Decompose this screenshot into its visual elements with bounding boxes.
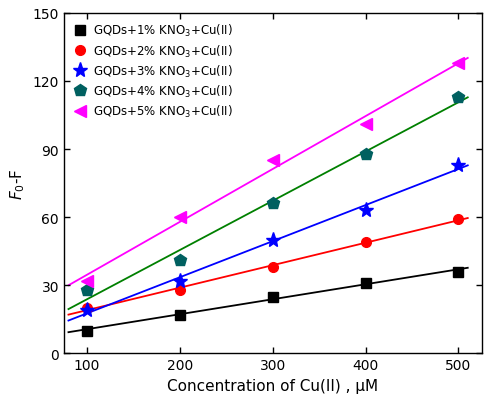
GQDs+5% KNO$_3$+Cu(II) (270, 158, 276, 163)
GQDs+4% KNO$_3$+Cu(II) (84, 288, 90, 292)
GQDs+4% KNO$_3$+Cu(II) (456, 95, 462, 100)
GQDs+2% KNO$_3$+Cu(II) (363, 240, 368, 245)
Legend: GQDs+1% KNO$_3$+Cu(II), GQDs+2% KNO$_3$+Cu(II), GQDs+3% KNO$_3$+Cu(II), GQDs+4% : GQDs+1% KNO$_3$+Cu(II), GQDs+2% KNO$_3$+… (70, 20, 237, 124)
GQDs+5% KNO$_3$+Cu(II) (84, 279, 90, 284)
GQDs+3% KNO$_3$+Cu(II) (84, 308, 90, 313)
Line: GQDs+1% KNO$_3$+Cu(II): GQDs+1% KNO$_3$+Cu(II) (82, 267, 464, 336)
GQDs+2% KNO$_3$+Cu(II) (456, 217, 462, 222)
Line: GQDs+5% KNO$_3$+Cu(II): GQDs+5% KNO$_3$+Cu(II) (81, 57, 465, 287)
GQDs+1% KNO$_3$+Cu(II) (270, 294, 276, 299)
Line: GQDs+2% KNO$_3$+Cu(II): GQDs+2% KNO$_3$+Cu(II) (82, 215, 464, 313)
GQDs+1% KNO$_3$+Cu(II) (177, 312, 183, 317)
GQDs+4% KNO$_3$+Cu(II) (177, 258, 183, 263)
GQDs+3% KNO$_3$+Cu(II) (270, 238, 276, 243)
GQDs+3% KNO$_3$+Cu(II) (177, 279, 183, 284)
GQDs+1% KNO$_3$+Cu(II) (363, 281, 368, 286)
GQDs+4% KNO$_3$+Cu(II) (270, 202, 276, 207)
Line: GQDs+3% KNO$_3$+Cu(II): GQDs+3% KNO$_3$+Cu(II) (79, 158, 466, 318)
GQDs+2% KNO$_3$+Cu(II) (177, 288, 183, 292)
GQDs+5% KNO$_3$+Cu(II) (177, 215, 183, 220)
GQDs+3% KNO$_3$+Cu(II) (456, 163, 462, 168)
GQDs+1% KNO$_3$+Cu(II) (456, 269, 462, 274)
GQDs+4% KNO$_3$+Cu(II) (363, 152, 368, 156)
GQDs+5% KNO$_3$+Cu(II) (363, 122, 368, 127)
GQDs+5% KNO$_3$+Cu(II) (456, 61, 462, 66)
GQDs+2% KNO$_3$+Cu(II) (270, 265, 276, 270)
X-axis label: Concentration of Cu(II) , μM: Concentration of Cu(II) , μM (167, 378, 378, 393)
GQDs+1% KNO$_3$+Cu(II) (84, 328, 90, 333)
Y-axis label: $F_0$-F: $F_0$-F (8, 168, 27, 199)
Line: GQDs+4% KNO$_3$+Cu(II): GQDs+4% KNO$_3$+Cu(II) (81, 91, 465, 296)
GQDs+2% KNO$_3$+Cu(II) (84, 306, 90, 310)
GQDs+3% KNO$_3$+Cu(II) (363, 209, 368, 213)
